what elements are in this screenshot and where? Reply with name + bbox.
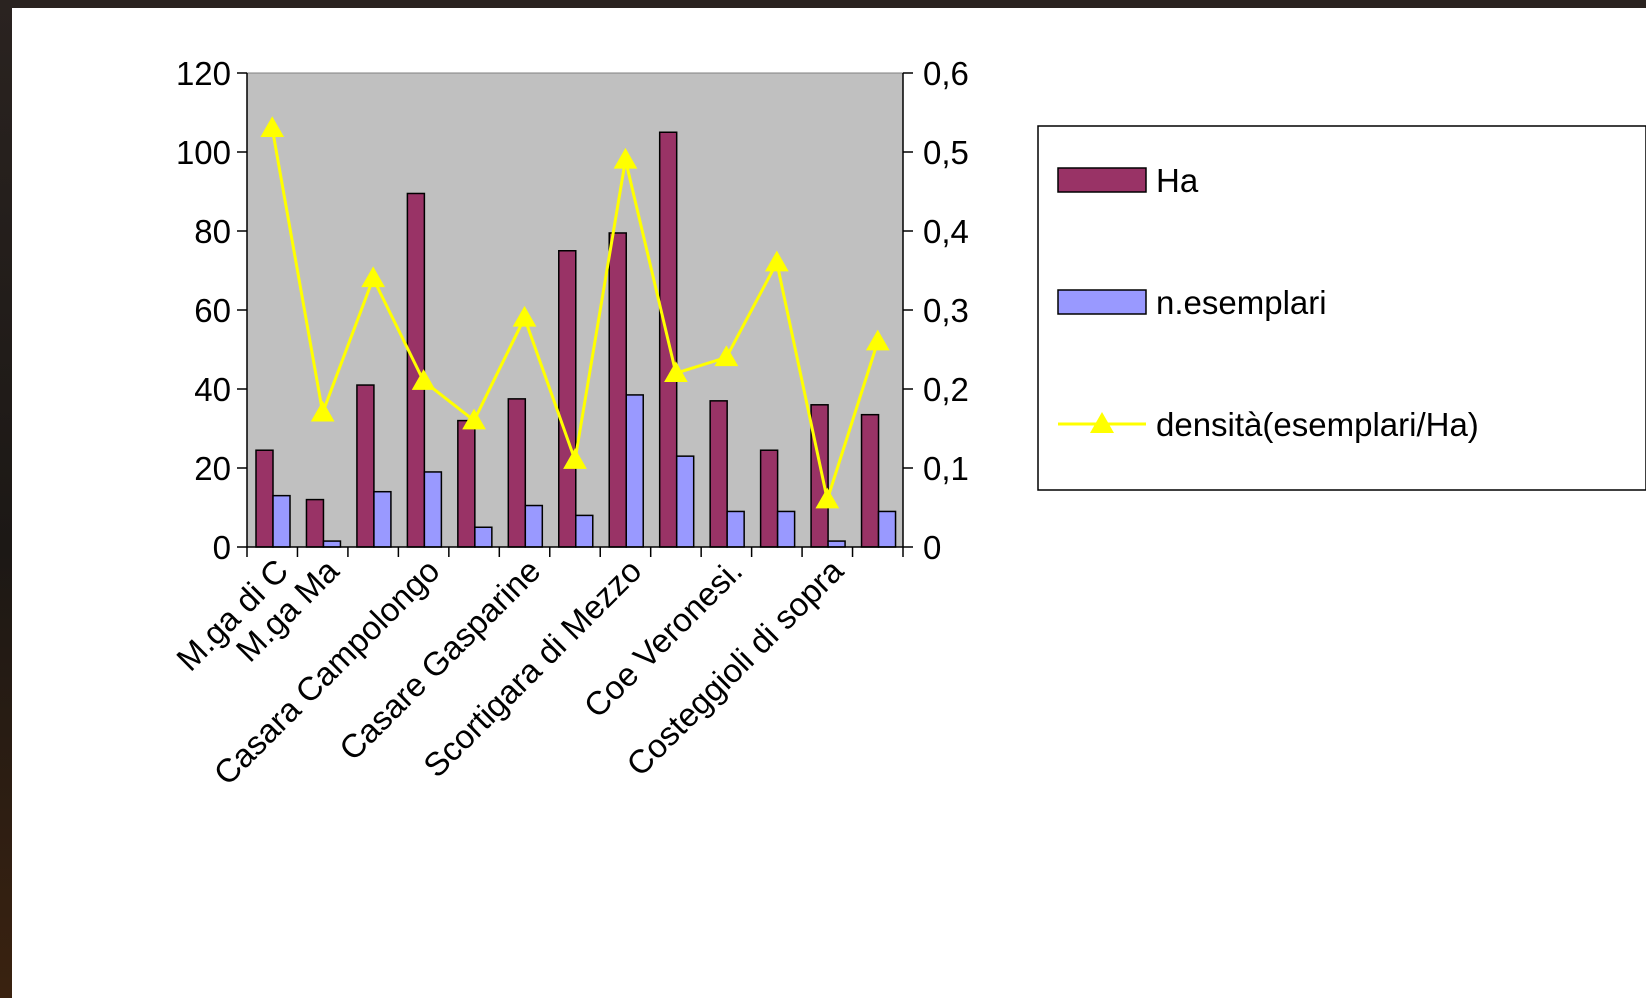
chart-panel: 0 0 20 0,1 40 0,2 60 0,3 80 0,4 100 0,5 120 0,6 M.ga … (12, 8, 1646, 998)
density-point-3 (411, 369, 436, 390)
legend-label-2: densità(esemplari/Ha) (1156, 406, 1479, 443)
y-right-tick-label-6: 0,6 (923, 55, 969, 92)
bar-esemplari-0 (272, 494, 291, 548)
bar-esemplari-8 (675, 455, 695, 548)
legend-swatch-density-marker (1090, 412, 1114, 433)
legend-swatch-esemplari (1057, 289, 1147, 315)
bar-ha-10 (759, 449, 779, 548)
legend: Ha n.esemplari densità(esemplari/Ha) (1037, 125, 1646, 491)
y-left-tick-label-3: 60 (194, 292, 231, 329)
y-left-tick-label-2: 40 (194, 371, 231, 408)
legend-label-1: n.esemplari (1156, 284, 1327, 321)
bar-esemplari-3 (423, 471, 443, 548)
y-right-tick-label-5: 0,5 (923, 134, 969, 171)
density-point-7 (613, 147, 638, 169)
bar-ha-2 (356, 384, 375, 548)
y-right-tick-label-2: 0,2 (923, 371, 969, 408)
density-point-4 (462, 408, 486, 430)
density-point-1 (310, 400, 335, 422)
y-left-tick-label-5: 100 (176, 134, 231, 171)
bar-ha-12 (860, 413, 880, 548)
y-left-tick-label-6: 120 (176, 55, 231, 92)
bar-ha-3 (406, 192, 426, 548)
combo-chart: 0 0 20 0,1 40 0,2 60 0,3 80 0,4 100 0,5 120 0,6 M.ga … (169, 55, 1646, 792)
bar-esemplari-12 (877, 510, 897, 548)
density-point-6 (563, 448, 587, 469)
density-point-11 (815, 487, 840, 509)
bar-esemplari-6 (575, 514, 594, 548)
axes-group: 0 0 20 0,1 40 0,2 60 0,3 80 0,4 100 0,5 120 0,6 (176, 55, 969, 566)
density-point-12 (865, 329, 890, 351)
bar-ha-9 (709, 400, 728, 548)
bar-ha-5 (507, 398, 527, 548)
bar-esemplari-10 (776, 510, 796, 548)
density-line-group (260, 116, 890, 509)
bar-esemplari-1 (322, 540, 342, 548)
bar-ha-6 (558, 250, 577, 548)
bar-esemplari-5 (524, 504, 544, 548)
density-point-9 (714, 345, 739, 367)
y-right-tick-label-1: 0,1 (923, 450, 969, 487)
density-point-10 (764, 250, 789, 272)
density-point-5 (512, 305, 537, 327)
bar-esemplari-9 (726, 510, 745, 548)
y-left-tick-label-0: 0 (213, 529, 231, 566)
y-right-tick-label-0: 0 (923, 529, 941, 566)
bar-ha-7 (608, 232, 627, 548)
bar-ha-11 (810, 404, 829, 548)
density-point-2 (361, 266, 386, 288)
bar-esemplari-4 (474, 526, 493, 548)
y-right-tick-label-3: 0,3 (923, 292, 969, 329)
bar-esemplari-7 (625, 394, 644, 548)
bar-ha-4 (457, 419, 476, 548)
legend-swatch-ha (1057, 167, 1147, 193)
density-point-0 (260, 116, 285, 138)
y-left-tick-label-4: 80 (194, 213, 231, 250)
bar-ha-1 (305, 498, 325, 548)
y-left-tick-label-1: 20 (194, 450, 231, 487)
bar-esemplari-2 (373, 490, 392, 548)
density-point-8 (664, 361, 688, 382)
y-right-tick-label-4: 0,4 (923, 213, 969, 250)
legend-label-0: Ha (1156, 162, 1199, 199)
bar-ha-0 (255, 449, 274, 548)
bar-esemplari-11 (827, 540, 846, 548)
bars-group (255, 131, 897, 548)
